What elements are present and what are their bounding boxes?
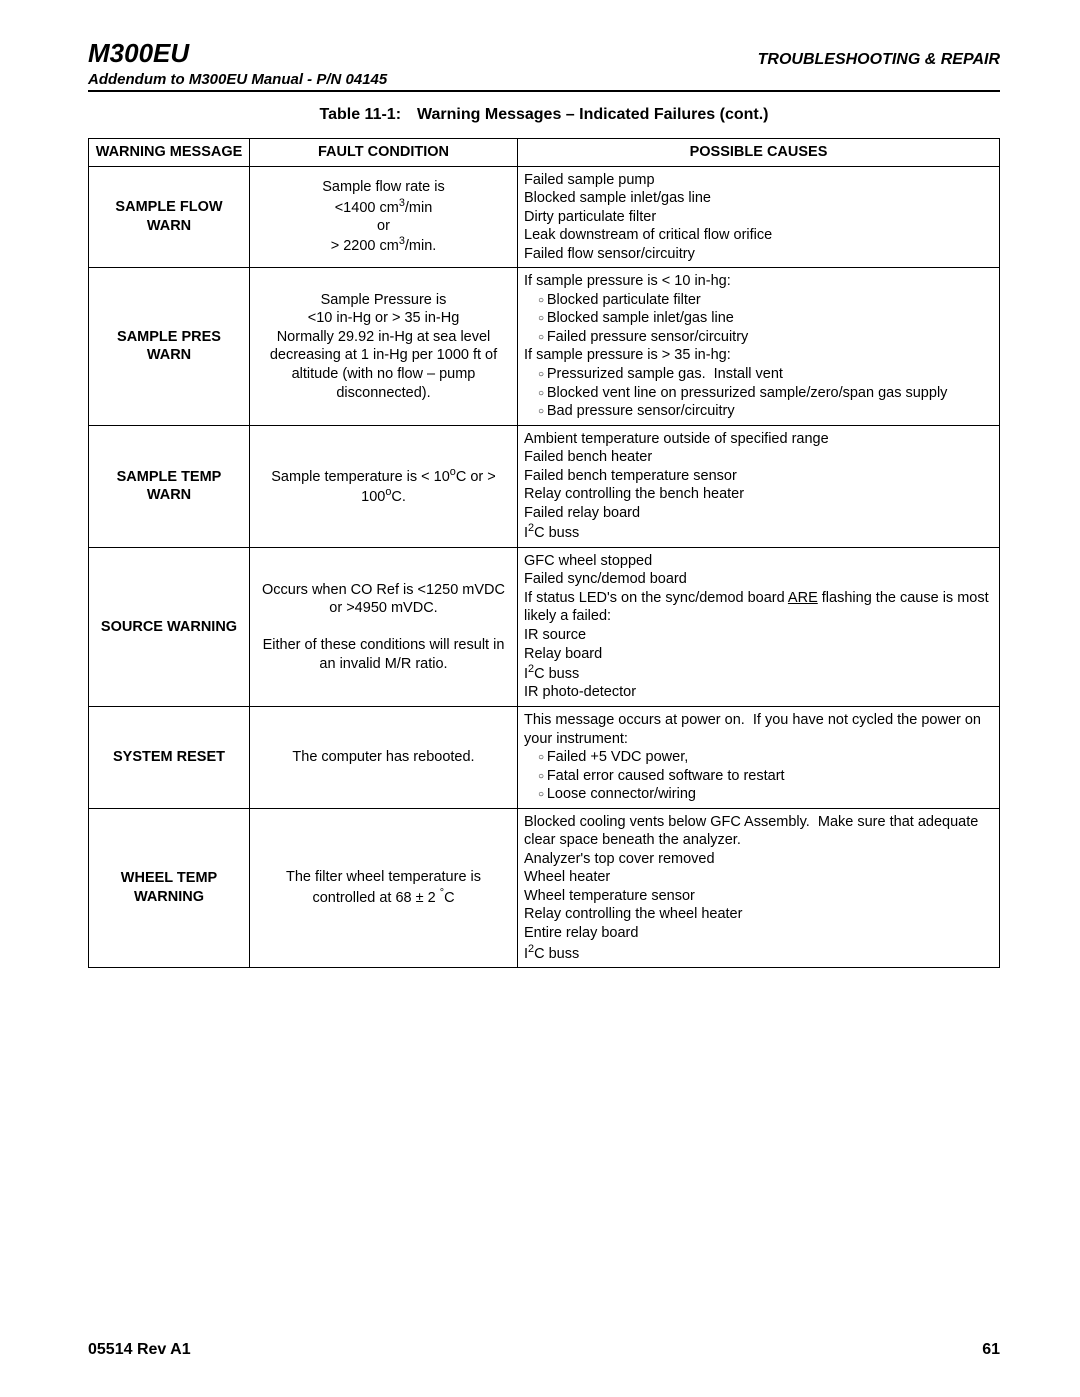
- cell-warning-message: WHEEL TEMP WARNING: [89, 808, 250, 967]
- header-rule: [88, 90, 1000, 92]
- footer-right: 61: [982, 1341, 1000, 1359]
- cell-warning-message: SAMPLE FLOW WARN: [89, 166, 250, 268]
- cell-possible-causes: Blocked cooling vents below GFC Assembly…: [518, 808, 1000, 967]
- cell-fault-condition: Sample temperature is < 10oC or > 100oC.: [250, 425, 518, 547]
- th-fault-condition: FAULT CONDITION: [250, 139, 518, 167]
- table-row: WHEEL TEMP WARNINGThe filter wheel tempe…: [89, 808, 1000, 967]
- footer-left: 05514 Rev A1: [88, 1341, 191, 1359]
- cell-fault-condition: The computer has rebooted.: [250, 706, 518, 808]
- doc-section: TROUBLESHOOTING & REPAIR: [758, 51, 1000, 69]
- cell-fault-condition: Sample flow rate is<1400 cm3/minor> 2200…: [250, 166, 518, 268]
- cell-possible-causes: GFC wheel stoppedFailed sync/demod board…: [518, 547, 1000, 706]
- table-row: SAMPLE TEMP WARNSample temperature is < …: [89, 425, 1000, 547]
- table-row: SOURCE WARNINGOccurs when CO Ref is <125…: [89, 547, 1000, 706]
- doc-title: M300EU: [88, 38, 189, 69]
- cell-fault-condition: Sample Pressure is<10 in-Hg or > 35 in-H…: [250, 268, 518, 425]
- doc-subtitle: Addendum to M300EU Manual - P/N 04145: [88, 71, 1000, 88]
- table-row: SAMPLE PRES WARNSample Pressure is<10 in…: [89, 268, 1000, 425]
- cell-warning-message: SAMPLE TEMP WARN: [89, 425, 250, 547]
- cell-warning-message: SAMPLE PRES WARN: [89, 268, 250, 425]
- cell-fault-condition: Occurs when CO Ref is <1250 mVDC or >495…: [250, 547, 518, 706]
- cell-possible-causes: Failed sample pumpBlocked sample inlet/g…: [518, 166, 1000, 268]
- warning-table: WARNING MESSAGE FAULT CONDITION POSSIBLE…: [88, 138, 1000, 968]
- cell-possible-causes: This message occurs at power on. If you …: [518, 706, 1000, 808]
- th-possible-causes: POSSIBLE CAUSES: [518, 139, 1000, 167]
- cell-possible-causes: Ambient temperature outside of specified…: [518, 425, 1000, 547]
- table-row: SYSTEM RESETThe computer has rebooted.Th…: [89, 706, 1000, 808]
- th-warning-message: WARNING MESSAGE: [89, 139, 250, 167]
- cell-possible-causes: If sample pressure is < 10 in-hg:Blocked…: [518, 268, 1000, 425]
- cell-fault-condition: The filter wheel temperature is controll…: [250, 808, 518, 967]
- table-caption: Table 11-1: Warning Messages – Indicated…: [88, 106, 1000, 124]
- cell-warning-message: SOURCE WARNING: [89, 547, 250, 706]
- table-row: SAMPLE FLOW WARNSample flow rate is<1400…: [89, 166, 1000, 268]
- cell-warning-message: SYSTEM RESET: [89, 706, 250, 808]
